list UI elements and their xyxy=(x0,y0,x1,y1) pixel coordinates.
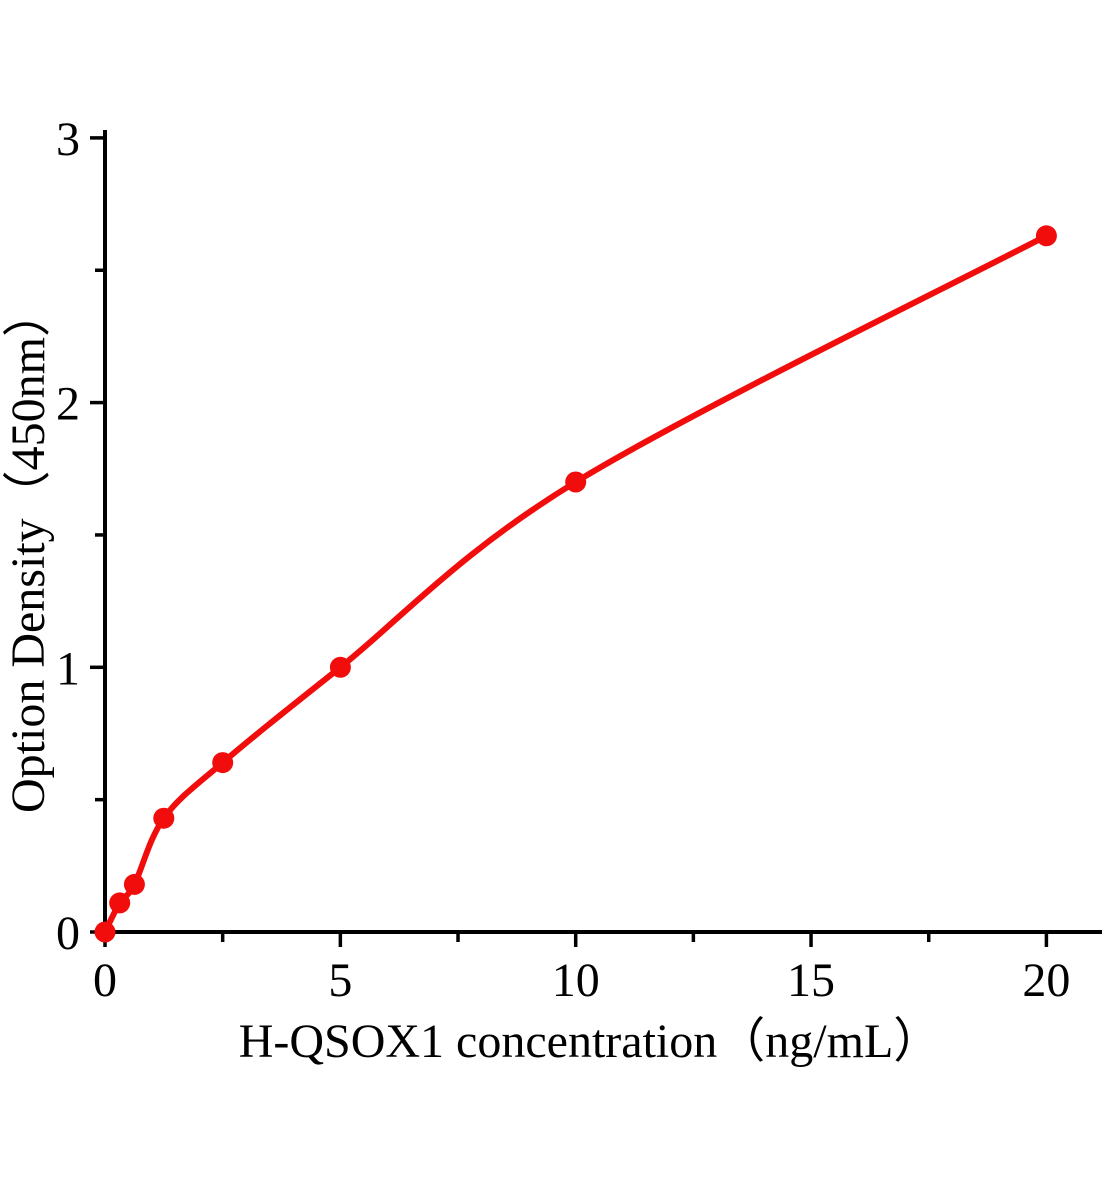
x-tick-label: 0 xyxy=(93,954,117,1007)
x-tick-label: 15 xyxy=(787,954,835,1007)
data-point xyxy=(109,892,131,914)
data-points xyxy=(94,225,1057,943)
data-point xyxy=(94,921,116,943)
data-point xyxy=(1035,225,1057,247)
data-point xyxy=(123,873,145,895)
y-tick-label: 3 xyxy=(56,113,80,166)
x-axis-title: H-QSOX1 concentration（ng/mL） xyxy=(239,1015,942,1068)
y-tick-label: 0 xyxy=(56,907,80,960)
x-tick-label: 10 xyxy=(552,954,600,1007)
x-tick-label: 20 xyxy=(1022,954,1070,1007)
data-point xyxy=(212,752,234,774)
data-point xyxy=(329,656,351,678)
fit-curve-line xyxy=(102,232,1050,935)
y-tick-label: 1 xyxy=(56,642,80,695)
y-axis-title: Option Density（450nm） xyxy=(2,289,55,813)
x-tick-label: 5 xyxy=(328,954,352,1007)
data-point xyxy=(565,471,587,493)
tick-labels: 0 5 10 15 20 0 1 2 3 xyxy=(56,113,1070,1007)
data-point xyxy=(153,807,175,829)
y-tick-label: 2 xyxy=(56,378,80,431)
axes xyxy=(90,130,1102,947)
